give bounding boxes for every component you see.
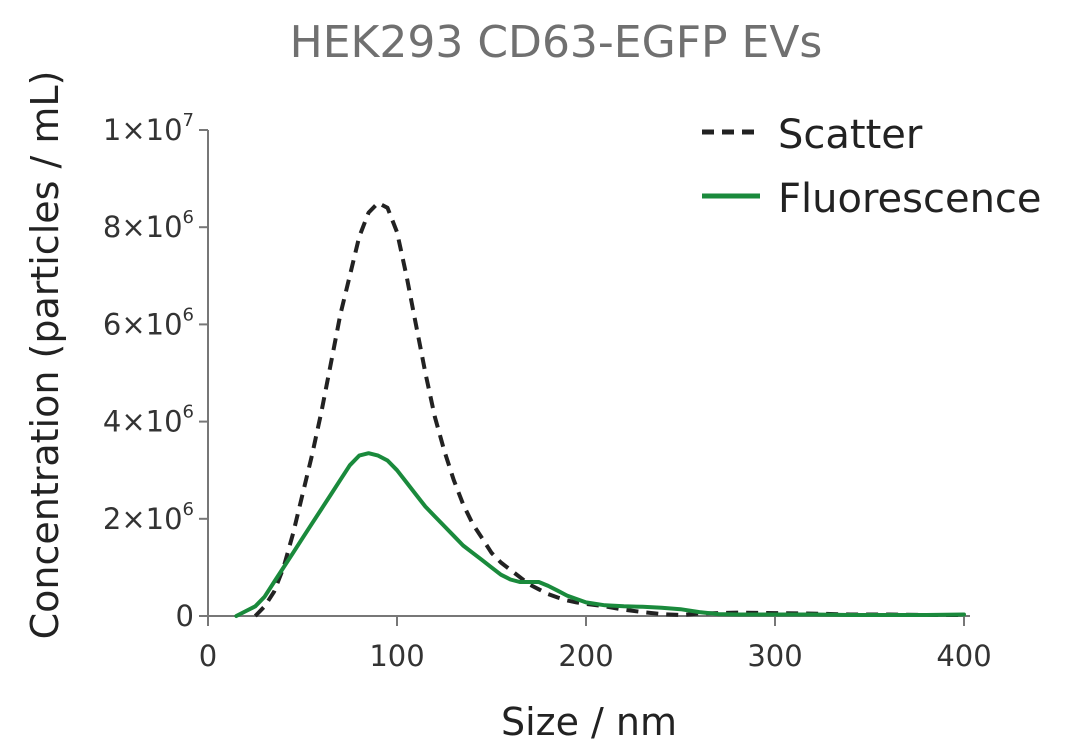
series-layer	[234, 200, 966, 618]
y-tick-label: 6×106	[103, 304, 194, 341]
y-tick-label: 2×106	[103, 499, 194, 536]
chart-title: HEK293 CD63-EGFP EVs	[290, 17, 823, 68]
x-tick-label: 0	[199, 639, 217, 673]
legend-item-fluorescence: Fluorescence	[702, 176, 1042, 222]
x-tick-label: 300	[747, 639, 802, 673]
x-tick-label: 400	[936, 639, 991, 673]
x-tick-label: 100	[369, 639, 424, 673]
legend-label-fluorescence: Fluorescence	[778, 176, 1042, 222]
y-tick-label: 0	[176, 599, 194, 633]
legend: Scatter Fluorescence	[702, 112, 1042, 222]
x-tick-label: 200	[558, 639, 613, 673]
series-line-fluorescence	[234, 451, 966, 618]
legend-label-scatter: Scatter	[778, 112, 923, 158]
y-axis-label: Concentration (particles / mL)	[23, 71, 67, 640]
y-tick-label: 1×107	[103, 110, 194, 147]
legend-item-scatter: Scatter	[702, 112, 923, 158]
x-ticks: 0 100 200 300 400	[199, 616, 992, 673]
y-tick-label: 4×106	[103, 402, 194, 439]
y-tick-label: 8×106	[103, 207, 194, 244]
y-ticks: 0 2×106 4×106 6×106 8×106 1×107	[103, 110, 208, 633]
series-line-scatter	[253, 200, 964, 618]
x-axis-label: Size / nm	[501, 700, 677, 744]
